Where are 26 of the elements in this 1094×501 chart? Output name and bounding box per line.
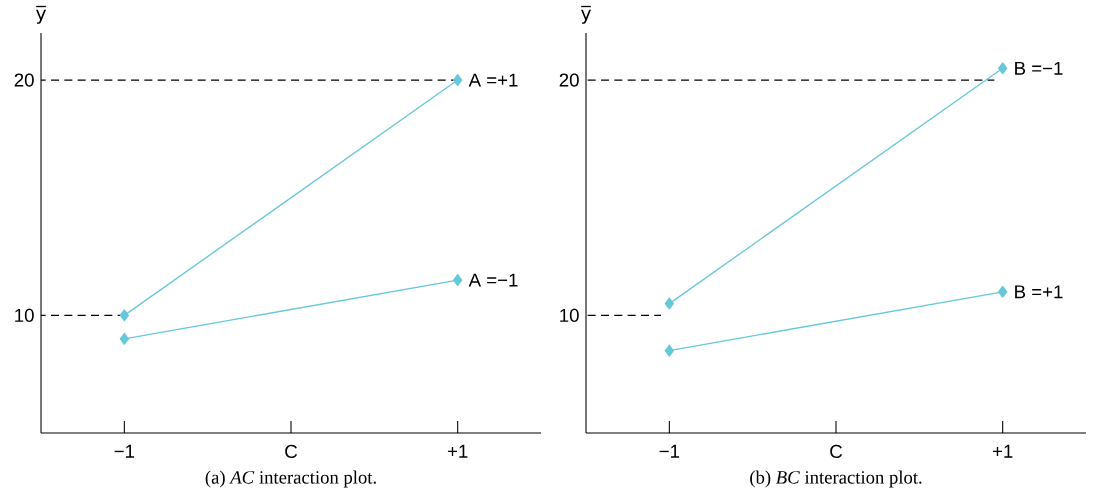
point xyxy=(453,274,463,287)
text: (b) BC interaction plot. xyxy=(750,470,922,488)
point xyxy=(998,62,1008,75)
point xyxy=(119,332,130,345)
point xyxy=(998,285,1008,298)
point xyxy=(453,74,463,87)
x-tick-label: +1 xyxy=(447,444,468,458)
x-tick-label: C xyxy=(830,444,843,459)
x-tick-label: +1 xyxy=(992,444,1013,458)
point xyxy=(119,309,130,322)
y-tick-label: 20 xyxy=(14,73,34,87)
text: (a) AC interaction plot. xyxy=(205,470,376,488)
point xyxy=(664,344,675,357)
y-tick-label: 10 xyxy=(15,308,34,322)
x-tick-label: −1 xyxy=(659,444,680,458)
x-tick-label: −1 xyxy=(114,444,135,458)
y-tick-label: 10 xyxy=(560,308,579,322)
series-label: A =−1 xyxy=(468,273,518,287)
series-label: A =+1 xyxy=(468,73,518,87)
point xyxy=(664,297,675,310)
series-label: B =+1 xyxy=(1015,285,1063,299)
series-label: B =−1 xyxy=(1015,61,1063,75)
x-tick-label: C xyxy=(285,444,298,459)
y-axis-title: y̅ xyxy=(581,5,591,24)
y-tick-label: 20 xyxy=(559,73,579,87)
y-axis-title: y̅ xyxy=(36,5,46,24)
